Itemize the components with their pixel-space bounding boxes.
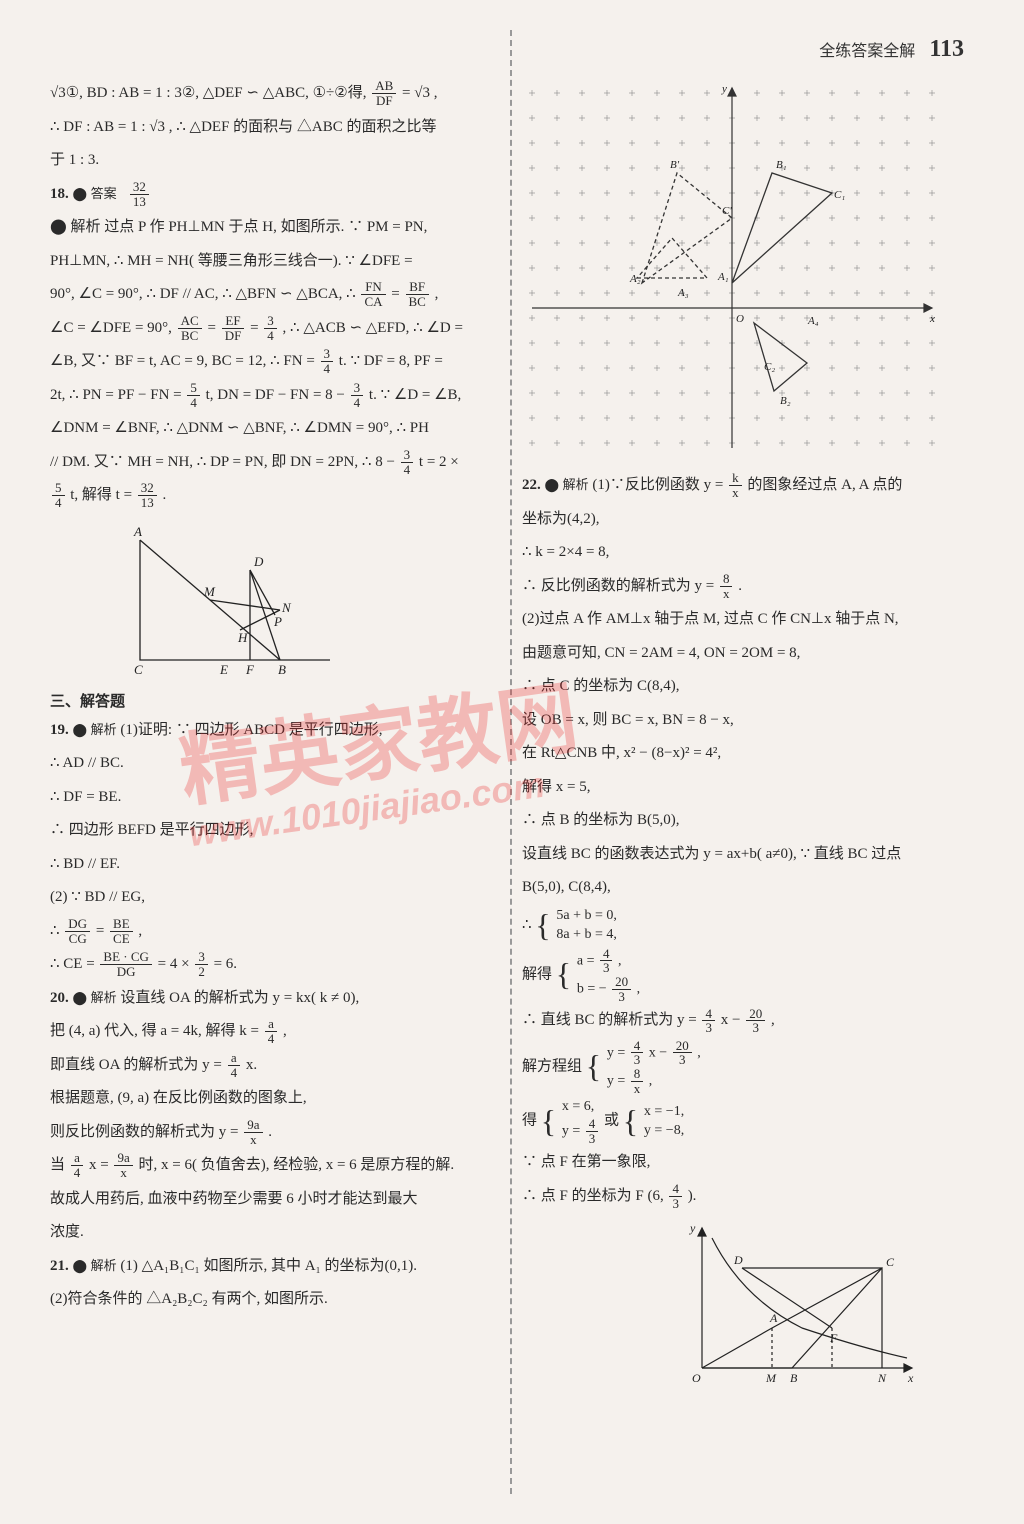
q19-l6: (2) ∵ BD // EG,: [50, 882, 498, 914]
svg-text:x: x: [907, 1371, 914, 1385]
svg-text:H: H: [237, 630, 248, 645]
intro-line-2: ∴ DF : AB = 1 : √3 , ∴ △DEF 的面积与 △ABC 的面…: [50, 112, 498, 144]
svg-text:O: O: [692, 1371, 701, 1385]
svg-text:C: C: [134, 662, 143, 677]
section-3-title: 三、解答题: [50, 690, 498, 711]
svg-text:D: D: [733, 1253, 743, 1267]
svg-text:E: E: [219, 662, 228, 677]
svg-text:B: B: [790, 1371, 798, 1385]
q20-l8: 浓度.: [50, 1217, 498, 1249]
q20-l4: 根据题意, (9, a) 在反比例函数的图象上,: [50, 1083, 498, 1115]
q18-l6: 2t, ∴ PN = PF − FN = 54 t, DN = DF − FN …: [50, 380, 498, 412]
q18-l1: ⬤ 解析 过点 P 作 PH⊥MN 于点 H, 如图所示. ∵ PM = PN,: [50, 212, 498, 244]
q18-header: 18. ⬤ 答案 3213: [50, 179, 498, 211]
q20-l5: 则反比例函数的解析式为 y = 9ax .: [50, 1117, 498, 1149]
q21-header: 21. ⬤ 解析 (1) △A₁B₁C₁ 如图所示, 其中 A₁ 的坐标为(0,…: [50, 1251, 498, 1283]
svg-text:A₃: A₃: [677, 287, 689, 299]
svg-text:N: N: [877, 1371, 887, 1385]
svg-text:y: y: [689, 1221, 696, 1235]
right-column: O x y B' B₁ C' C₁ A₂ A₁ A₃ A₄ C₂ B₂ 22. …: [510, 30, 970, 1388]
q19-l7: ∴ DGCG = BECE ,: [50, 916, 498, 948]
q19-l4: ∴ 四边形 BEFD 是平行四边形,: [50, 815, 498, 847]
q22-l6: 由题意可知, CN = 2AM = 4, ON = 2OM = 8,: [522, 638, 970, 670]
svg-text:A: A: [133, 524, 142, 539]
q22-l8: 设 OB = x, 则 BC = x, BN = 8 − x,: [522, 705, 970, 737]
svg-text:B': B': [670, 159, 680, 171]
svg-text:A₂: A₂: [629, 273, 641, 285]
svg-text:P: P: [273, 614, 282, 629]
svg-text:x: x: [929, 313, 935, 325]
q22-l20: ∴ 点 F 的坐标为 F (6, 43 ).: [522, 1181, 970, 1213]
q18-diagram: A D M N P H C E F B: [110, 520, 350, 680]
q22-l9: 在 Rt△CNB 中, x² − (8−x)² = 4²,: [522, 738, 970, 770]
q20-header: 20. ⬤ 解析 设直线 OA 的解析式为 y = kx( k ≠ 0),: [50, 983, 498, 1015]
q18-l3: 90°, ∠C = 90°, ∴ DF // AC, ∴ △BFN ∽ △BCA…: [50, 279, 498, 311]
svg-text:M: M: [765, 1371, 777, 1385]
q22-geom-diagram: O M B N x y A D C F: [682, 1218, 922, 1388]
q20-l2: 把 (4, a) 代入, 得 a = 4k, 解得 k = a4 ,: [50, 1016, 498, 1048]
q22-sys1: ∴ { 5a + b = 0, 8a + b = 4,: [522, 906, 970, 945]
q19-l5: ∴ BD // EF.: [50, 849, 498, 881]
q22-sys3: 解方程组 { y = 43 x − 203 , y = 8x ,: [522, 1039, 970, 1096]
q22-l2: 坐标为(4,2),: [522, 504, 970, 536]
svg-text:A: A: [769, 1311, 778, 1325]
intro-line-3: 于 1 : 3.: [50, 145, 498, 177]
page-body: √3①, BD : AB = 1 : 3②, △DEF ∽ △ABC, ①÷②得…: [0, 0, 1024, 1408]
svg-text:C₁: C₁: [834, 189, 845, 201]
q22-l4: ∴ 反比例函数的解析式为 y = 8x .: [522, 571, 970, 603]
q19-l3: ∴ DF = BE.: [50, 782, 498, 814]
q18-l9: 54 t, 解得 t = 3213 .: [50, 480, 498, 512]
q22-l13: B(5,0), C(8,4),: [522, 872, 970, 904]
q22-l7: ∴ 点 C 的坐标为 C(8,4),: [522, 671, 970, 703]
q18-l8: // DM. 又∵ MH = NH, ∴ DP = PN, 即 DN = 2PN…: [50, 447, 498, 479]
svg-text:A₁: A₁: [717, 271, 729, 283]
q22-header: 22. ⬤ 解析 (1)∵反比例函数 y = kx 的图象经过点 A, A 点的: [522, 470, 970, 502]
q19-l8: ∴ CE = BE · CGDG = 4 × 32 = 6.: [50, 949, 498, 981]
q18-l2: PH⊥MN, ∴ MH = NH( 等腰三角形三线合一). ∵ ∠DFE =: [50, 246, 498, 278]
svg-text:B₂: B₂: [780, 395, 791, 407]
svg-text:y: y: [721, 83, 727, 95]
q19-header: 19. ⬤ 解析 (1)证明: ∵ 四边形 ABCD 是平行四边形,: [50, 715, 498, 747]
q20-l7: 故成人用药后, 血液中药物至少需要 6 小时才能达到最大: [50, 1184, 498, 1216]
intro-line-1: √3①, BD : AB = 1 : 3②, △DEF ∽ △ABC, ①÷②得…: [50, 78, 498, 110]
q22-l5: (2)过点 A 作 AM⊥x 轴于点 M, 过点 C 作 CN⊥x 轴于点 N,: [522, 604, 970, 636]
svg-text:D: D: [253, 554, 264, 569]
q22-sys4: 得 { x = 6, y = 43 或 { x = −1, y = −8,: [522, 1097, 970, 1145]
svg-text:A₄: A₄: [807, 315, 819, 327]
svg-text:B₁: B₁: [776, 159, 787, 171]
q22-l16: ∴ 直线 BC 的解析式为 y = 43 x − 203 ,: [522, 1005, 970, 1037]
svg-text:O: O: [736, 313, 744, 325]
q22-l3: ∴ k = 2×4 = 8,: [522, 537, 970, 569]
q22-l11: ∴ 点 B 的坐标为 B(5,0),: [522, 805, 970, 837]
q19-l2: ∴ AD // BC.: [50, 748, 498, 780]
q22-sys2: 解得 { a = 43 , b = − 203 ,: [522, 947, 970, 1004]
q20-l3: 即直线 OA 的解析式为 y = a4 x.: [50, 1050, 498, 1082]
q22-l19: ∵ 点 F 在第一象限,: [522, 1147, 970, 1179]
svg-text:N: N: [281, 600, 292, 615]
svg-text:F: F: [245, 662, 255, 677]
q18-l7: ∠DNM = ∠BNF, ∴ △DNM ∽ △BNF, ∴ ∠DMN = 90°…: [50, 413, 498, 445]
svg-text:B: B: [278, 662, 286, 677]
q22-l10: 解得 x = 5,: [522, 772, 970, 804]
q22-l12: 设直线 BC 的函数表达式为 y = ax+b( a≠0), ∵ 直线 BC 过…: [522, 839, 970, 871]
q20-l6: 当 a4 x = 9ax 时, x = 6( 负值舍去), 经检验, x = 6…: [50, 1150, 498, 1182]
svg-text:F: F: [829, 1331, 838, 1345]
svg-text:M: M: [203, 584, 216, 599]
column-divider: [510, 30, 512, 1494]
left-column: √3①, BD : AB = 1 : 3②, △DEF ∽ △ABC, ①÷②得…: [50, 30, 510, 1388]
q18-l4: ∠C = ∠DFE = 90°, ACBC = EFDF = 34 , ∴ △A…: [50, 313, 498, 345]
q21-l2: (2)符合条件的 △A₂B₂C₂ 有两个, 如图所示.: [50, 1284, 498, 1316]
coord-grid-diagram: O x y B' B₁ C' C₁ A₂ A₁ A₃ A₄ C₂ B₂: [522, 78, 942, 458]
svg-text:C₂: C₂: [764, 361, 775, 373]
q18-l5: ∠B, 又∵ BF = t, AC = 9, BC = 12, ∴ FN = 3…: [50, 346, 498, 378]
svg-text:C: C: [886, 1255, 895, 1269]
svg-text:C': C': [722, 205, 732, 217]
